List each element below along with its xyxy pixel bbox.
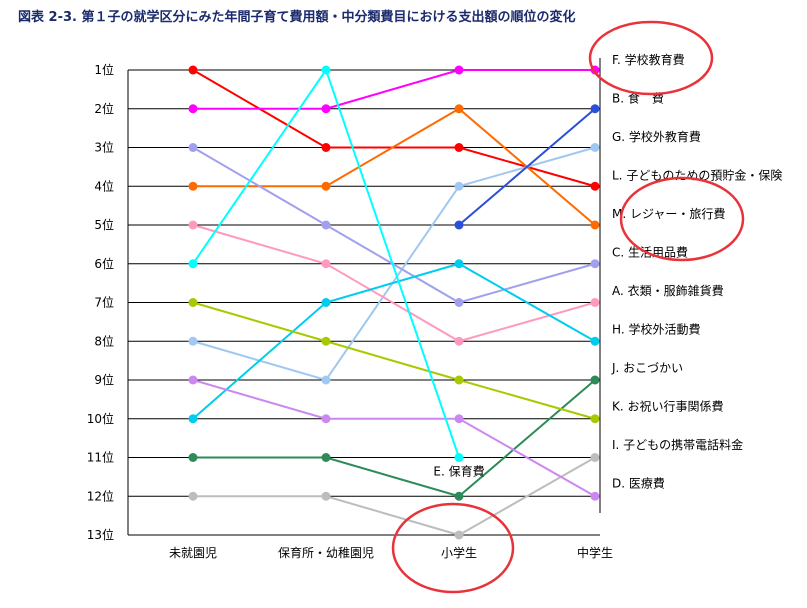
series-line xyxy=(192,224,596,343)
series-line xyxy=(192,301,596,420)
x-tick-label: 中学生 xyxy=(577,545,613,560)
series-line xyxy=(193,69,595,110)
chart-title: 図表 2-3. 第１子の就学区分にみた年間子育て費用額・中分類費目における支出額… xyxy=(18,9,575,25)
data-point xyxy=(454,298,464,307)
series-line xyxy=(192,262,596,420)
data-point xyxy=(454,453,464,462)
data-point xyxy=(321,143,331,152)
data-point xyxy=(321,414,331,424)
y-tick-label: 8位 xyxy=(94,333,114,348)
y-tick-label: 6位 xyxy=(94,256,114,271)
series-line xyxy=(458,107,596,226)
data-point xyxy=(590,414,600,424)
annotation-circle-leisure xyxy=(619,176,745,262)
data-point xyxy=(188,181,198,191)
x-tick-label: 小学生 xyxy=(441,545,477,560)
y-tick-label: 12位 xyxy=(87,488,114,503)
data-point xyxy=(590,259,600,269)
data-point xyxy=(590,375,600,385)
x-tick-labels: 未就園児 保育所・幼稚園児 小学生 中学生 xyxy=(169,545,613,560)
y-tick-label: 7位 xyxy=(94,295,114,310)
data-point xyxy=(188,298,198,307)
data-point xyxy=(590,220,600,230)
series-label: M. レジャー・旅行費 xyxy=(612,206,725,221)
data-point xyxy=(590,491,600,501)
data-point xyxy=(590,336,600,346)
series-line xyxy=(192,69,596,188)
series-label: F. 学校教育費 xyxy=(612,52,685,67)
data-point xyxy=(321,336,331,346)
annotation-circle-food xyxy=(588,20,714,96)
data-point xyxy=(590,104,600,114)
series-label: G. 学校外教育費 xyxy=(612,129,701,144)
series-label: C. 生活用品費 xyxy=(612,245,688,260)
data-point xyxy=(188,336,198,346)
data-point xyxy=(188,414,198,424)
series-label: A. 衣類・服飾雑貨費 xyxy=(612,283,724,298)
y-tick-label: 3位 xyxy=(94,140,114,155)
data-point xyxy=(188,220,198,230)
data-point xyxy=(454,181,464,191)
series-line xyxy=(193,379,596,498)
series-line xyxy=(193,456,596,537)
data-point xyxy=(188,491,198,501)
series-label: D. 医療費 xyxy=(612,476,665,491)
data-point xyxy=(188,453,198,462)
data-point xyxy=(454,491,464,501)
annotation-circle-elementary xyxy=(391,502,515,594)
data-point xyxy=(321,298,331,307)
series-label-inline: E. 保育費 xyxy=(433,464,484,479)
x-tick-label: 未就園児 xyxy=(169,546,217,560)
data-point xyxy=(590,181,600,191)
data-point xyxy=(321,104,331,114)
series-label: J. おこづかい xyxy=(611,361,683,375)
data-point xyxy=(454,104,464,114)
series-line xyxy=(193,107,596,226)
series-label: K. お祝い行事関係費 xyxy=(612,399,724,414)
series-line xyxy=(192,379,596,498)
data-point xyxy=(454,259,464,269)
data-point xyxy=(188,104,198,114)
data-point xyxy=(321,220,331,230)
gridlines xyxy=(128,69,600,536)
y-tick-labels: 1位 2位 3位 4位 5位 6位 7位 8位 9位 10位 11位 12位 13位 xyxy=(87,62,114,542)
y-tick-label: 1位 xyxy=(94,62,114,77)
data-point xyxy=(188,65,198,75)
data-point xyxy=(454,143,464,152)
series-label: I. 子どもの携帯電話料金 xyxy=(612,437,743,452)
data-point xyxy=(590,298,600,307)
data-point xyxy=(188,375,198,385)
data-point xyxy=(321,453,331,462)
y-tick-label: 4位 xyxy=(94,178,114,193)
data-point xyxy=(321,491,331,501)
data-point xyxy=(590,143,600,152)
data-point xyxy=(321,181,331,191)
data-point xyxy=(321,259,331,269)
data-point xyxy=(590,453,600,462)
y-tick-label: 10位 xyxy=(87,411,114,426)
series-lines xyxy=(192,67,596,537)
series-label: H. 学校外活動費 xyxy=(612,322,700,337)
y-tick-label: 5位 xyxy=(94,217,114,232)
x-tick-label: 保育所・幼稚園児 xyxy=(278,545,374,560)
y-tick-label: 11位 xyxy=(87,450,114,465)
data-point xyxy=(454,375,464,385)
y-tick-label: 2位 xyxy=(94,101,114,116)
data-point xyxy=(454,414,464,424)
data-point xyxy=(454,65,464,75)
data-point xyxy=(321,375,331,385)
data-point xyxy=(321,65,331,75)
series-points xyxy=(188,65,600,540)
data-point xyxy=(454,530,464,540)
series-label: L. 子どものための預貯金・保険 xyxy=(612,168,782,183)
data-point xyxy=(454,336,464,346)
data-point xyxy=(188,259,198,269)
y-tick-label: 9位 xyxy=(94,372,114,387)
y-tick-label: 13位 xyxy=(87,527,114,542)
data-point xyxy=(454,220,464,230)
data-point xyxy=(188,143,198,152)
